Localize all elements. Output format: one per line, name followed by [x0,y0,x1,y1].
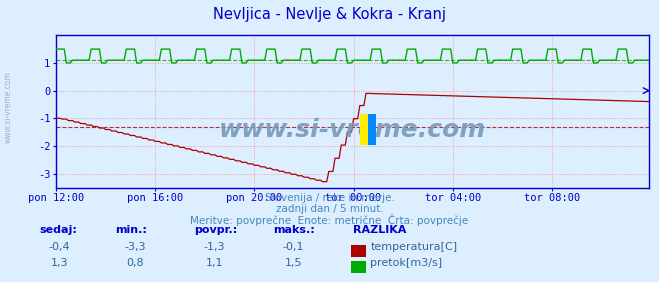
Text: Slovenija / reke in morje.: Slovenija / reke in morje. [264,193,395,203]
Text: -0,1: -0,1 [283,242,304,252]
Text: -0,4: -0,4 [49,242,70,252]
Text: www.si-vreme.com: www.si-vreme.com [3,71,13,143]
Bar [368,114,376,145]
Bar [360,114,376,145]
Text: www.si-vreme.com: www.si-vreme.com [219,118,486,142]
Text: zadnji dan / 5 minut.: zadnji dan / 5 minut. [275,204,384,213]
Text: sedaj:: sedaj: [40,225,77,235]
Text: 1,1: 1,1 [206,258,223,268]
Text: -3,3: -3,3 [125,242,146,252]
Text: 0,8: 0,8 [127,258,144,268]
Text: 1,3: 1,3 [51,258,68,268]
Text: min.:: min.: [115,225,147,235]
Text: Meritve: povprečne  Enote: metrične  Črta: povprečje: Meritve: povprečne Enote: metrične Črta:… [190,214,469,226]
Text: 1,5: 1,5 [285,258,302,268]
Text: temperatura[C]: temperatura[C] [370,242,457,252]
Text: Nevljica - Nevlje & Kokra - Kranj: Nevljica - Nevlje & Kokra - Kranj [213,7,446,22]
Text: pretok[m3/s]: pretok[m3/s] [370,258,442,268]
Text: RAZLIKA: RAZLIKA [353,225,406,235]
Text: povpr.:: povpr.: [194,225,238,235]
Text: maks.:: maks.: [273,225,315,235]
Text: -1,3: -1,3 [204,242,225,252]
